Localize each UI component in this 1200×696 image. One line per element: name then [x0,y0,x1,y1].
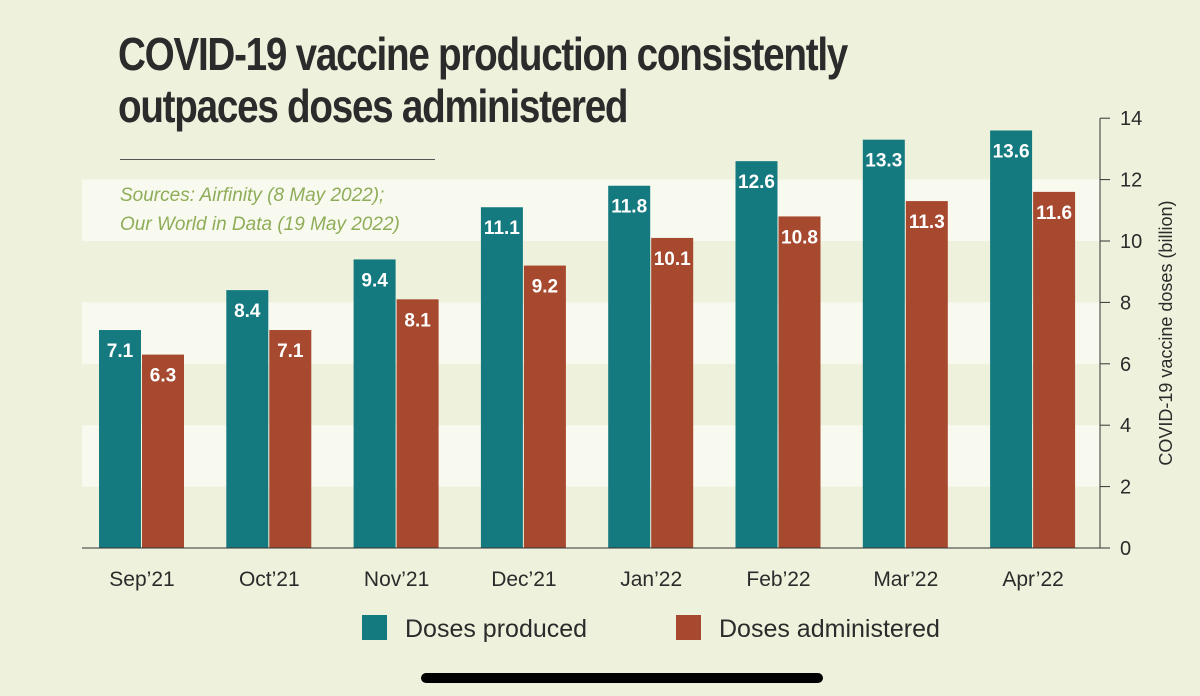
bar-doses-administered [523,265,566,548]
y-tick-label: 14 [1120,108,1142,130]
y-tick-label: 4 [1120,415,1131,437]
data-label: 6.3 [150,366,176,387]
bar-doses-produced [480,207,523,549]
data-label: 7.1 [277,341,304,362]
data-label: 8.4 [234,301,261,322]
title-divider [120,159,435,160]
data-label: 8.1 [404,310,431,331]
bar-doses-produced [99,330,141,548]
legend-label-doses-administered: Doses administered [719,615,940,643]
y-tick-label: 8 [1120,292,1131,314]
bar-doses-produced [735,161,778,548]
legend-swatch-doses-produced [362,615,387,640]
home-indicator [421,673,823,683]
x-tick-label: Dec’21 [491,568,556,591]
bar-doses-produced [990,130,1033,549]
bar-doses-administered [1033,191,1076,548]
bar-doses-administered [651,237,694,548]
y-tick-label: 12 [1120,170,1142,192]
y-tick-label: 10 [1120,231,1142,253]
bar-doses-produced [226,290,269,548]
data-label: 11.1 [484,218,520,239]
data-label: 7.1 [107,341,134,362]
legend-label-doses-produced: Doses produced [405,615,587,643]
x-tick-label: Mar’22 [873,568,938,591]
legend: Doses produced Doses administered [362,615,940,643]
data-label: 9.4 [361,270,388,291]
data-label: 10.8 [781,227,818,248]
data-label: 11.6 [1036,203,1072,224]
data-label: 11.8 [611,197,647,218]
bar-doses-produced [862,139,905,548]
bar-doses-administered [905,201,948,548]
data-label: 10.1 [654,249,691,270]
y-tick-label: 0 [1120,538,1131,560]
y-axis: 0 2 4 6 8 10 12 14 [82,108,1142,560]
y-tick-label: 2 [1120,477,1131,499]
y-tick-label: 6 [1120,354,1131,376]
x-tick-label: Oct’21 [239,568,300,591]
data-label: 13.6 [993,141,1030,162]
data-label: 12.6 [738,172,775,193]
chart-title: COVID-19 vaccine production consistently… [118,28,848,132]
x-axis-labels: Sep’21 Oct’21 Nov’21 Dec’21 Jan’22 Feb’22 Mar’… [109,568,1064,591]
data-label: 11.3 [909,212,945,233]
bar-doses-produced [353,259,396,548]
sources-line-1: Sources: Airfinity (8 May 2022); [120,185,384,206]
bars: 7.1 6.3 8.4 7.1 9.4 8.1 11.1 9.2 11.8 10.1 12.6 10.… [99,130,1076,549]
bar-doses-administered [142,354,184,548]
bar-doses-administered [269,330,312,548]
x-tick-label: Jan’22 [620,568,682,591]
data-label: 13.3 [865,151,902,172]
sources-note: Sources: Airfinity (8 May 2022); Our Wor… [120,185,400,235]
legend-swatch-doses-administered [676,615,701,640]
x-tick-label: Feb’22 [746,568,810,591]
x-tick-label: Apr’22 [1002,568,1063,591]
sources-line-2: Our World in Data (19 May 2022) [120,214,400,235]
y-axis-label: COVID-19 vaccine doses (billion) [1156,201,1176,466]
bar-doses-produced [608,185,651,549]
x-tick-label: Sep’21 [109,568,174,591]
x-tick-label: Nov’21 [364,568,429,591]
data-label: 9.2 [532,277,558,298]
bar-doses-administered [778,216,821,548]
bar-doses-administered [396,299,439,548]
